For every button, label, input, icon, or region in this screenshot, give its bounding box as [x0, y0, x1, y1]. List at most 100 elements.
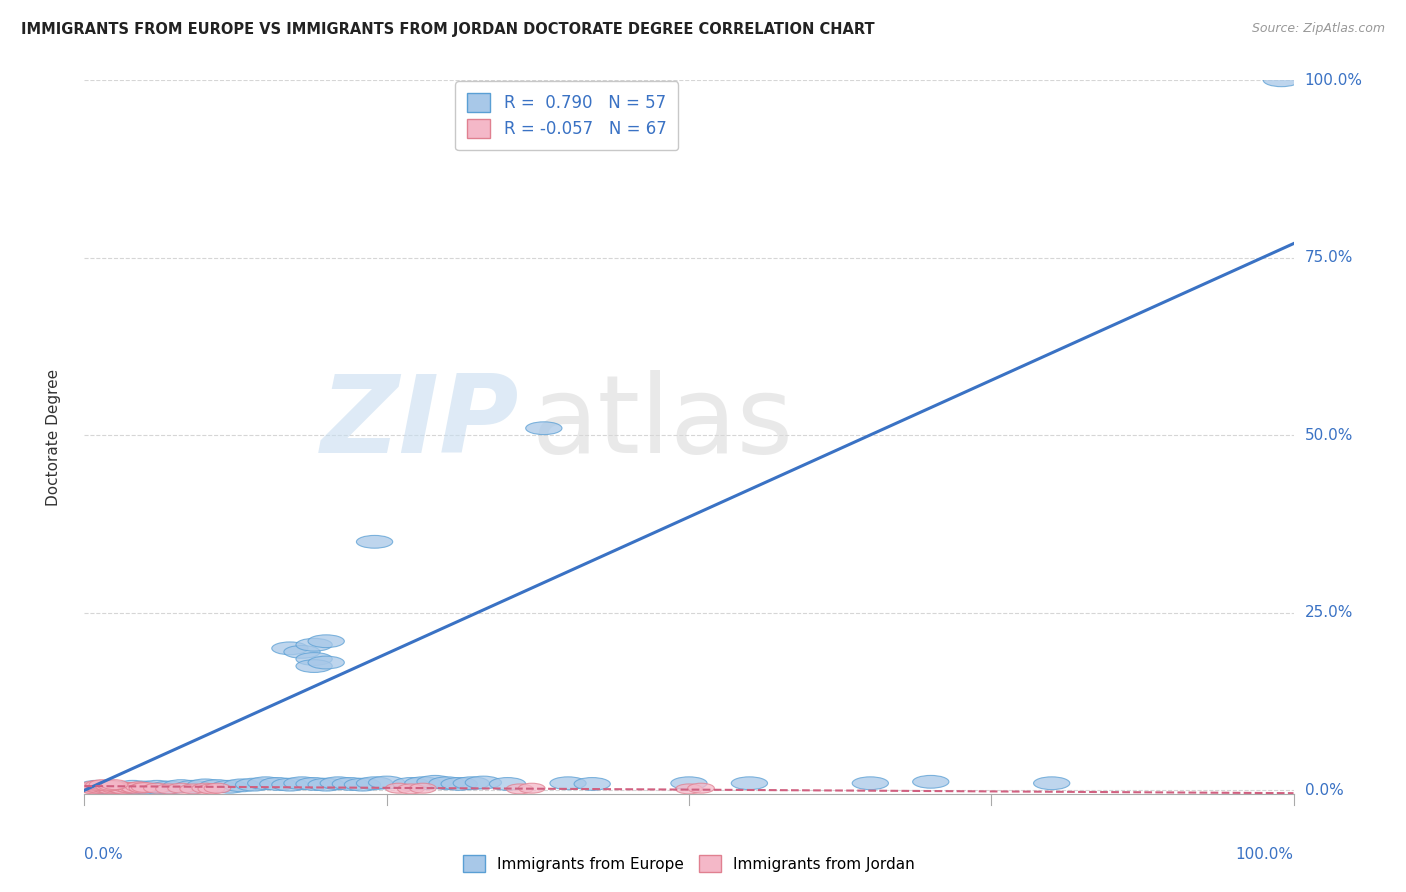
Ellipse shape [453, 777, 489, 789]
Ellipse shape [676, 784, 702, 794]
Ellipse shape [321, 777, 357, 789]
Ellipse shape [187, 779, 224, 792]
Ellipse shape [93, 783, 120, 793]
Ellipse shape [90, 781, 127, 794]
Text: 100.0%: 100.0% [1305, 73, 1362, 87]
Ellipse shape [211, 780, 247, 793]
Ellipse shape [295, 653, 332, 665]
Ellipse shape [550, 777, 586, 789]
Ellipse shape [308, 635, 344, 648]
Ellipse shape [129, 783, 156, 793]
Ellipse shape [1033, 777, 1070, 789]
Ellipse shape [506, 784, 533, 794]
Ellipse shape [284, 777, 321, 789]
Ellipse shape [200, 780, 236, 792]
Text: 50.0%: 50.0% [1305, 428, 1353, 442]
Ellipse shape [163, 780, 200, 792]
Ellipse shape [236, 778, 271, 791]
Text: 75.0%: 75.0% [1305, 251, 1353, 265]
Ellipse shape [86, 780, 112, 790]
Ellipse shape [198, 784, 225, 794]
Text: Source: ZipAtlas.com: Source: ZipAtlas.com [1251, 22, 1385, 36]
Y-axis label: Doctorate Degree: Doctorate Degree [46, 368, 60, 506]
Ellipse shape [80, 784, 107, 794]
Ellipse shape [308, 778, 344, 791]
Ellipse shape [77, 783, 104, 793]
Ellipse shape [105, 782, 132, 792]
Ellipse shape [193, 783, 218, 793]
Legend: R =  0.790   N = 57, R = -0.057   N = 67: R = 0.790 N = 57, R = -0.057 N = 67 [456, 81, 678, 150]
Ellipse shape [441, 778, 478, 790]
Ellipse shape [574, 778, 610, 790]
Ellipse shape [97, 780, 124, 790]
Ellipse shape [519, 783, 546, 793]
Ellipse shape [295, 639, 332, 651]
Ellipse shape [295, 660, 332, 673]
Ellipse shape [332, 778, 368, 790]
Ellipse shape [295, 778, 332, 790]
Ellipse shape [167, 783, 194, 793]
Ellipse shape [120, 782, 146, 792]
Ellipse shape [114, 782, 141, 792]
Ellipse shape [731, 777, 768, 789]
Ellipse shape [86, 783, 112, 793]
Text: ZIP: ZIP [322, 370, 520, 475]
Ellipse shape [271, 642, 308, 655]
Ellipse shape [344, 778, 381, 791]
Ellipse shape [912, 775, 949, 789]
Text: 100.0%: 100.0% [1236, 847, 1294, 863]
Ellipse shape [101, 783, 128, 793]
Ellipse shape [398, 784, 425, 794]
Ellipse shape [143, 783, 170, 793]
Ellipse shape [89, 780, 115, 789]
Ellipse shape [139, 780, 176, 793]
Text: 25.0%: 25.0% [1305, 606, 1353, 620]
Ellipse shape [465, 776, 502, 789]
Ellipse shape [409, 783, 436, 793]
Ellipse shape [418, 775, 453, 789]
Ellipse shape [247, 777, 284, 789]
Text: 0.0%: 0.0% [1305, 783, 1343, 797]
Ellipse shape [392, 778, 429, 790]
Ellipse shape [132, 782, 157, 792]
Ellipse shape [204, 783, 231, 793]
Ellipse shape [115, 780, 150, 793]
Ellipse shape [260, 778, 297, 790]
Ellipse shape [405, 777, 441, 789]
Ellipse shape [96, 781, 122, 791]
Ellipse shape [308, 657, 344, 669]
Legend: Immigrants from Europe, Immigrants from Jordan: Immigrants from Europe, Immigrants from … [456, 847, 922, 880]
Ellipse shape [110, 784, 136, 794]
Ellipse shape [271, 778, 308, 791]
Ellipse shape [79, 780, 115, 793]
Ellipse shape [224, 779, 260, 792]
Ellipse shape [117, 783, 143, 793]
Ellipse shape [357, 777, 392, 789]
Ellipse shape [180, 784, 207, 794]
Text: atlas: atlas [531, 370, 794, 475]
Ellipse shape [368, 776, 405, 789]
Ellipse shape [174, 780, 211, 793]
Ellipse shape [284, 646, 321, 658]
Ellipse shape [80, 781, 107, 791]
Ellipse shape [156, 784, 183, 794]
Ellipse shape [122, 783, 149, 793]
Ellipse shape [357, 535, 392, 549]
Ellipse shape [526, 422, 562, 434]
Ellipse shape [101, 780, 128, 789]
Text: IMMIGRANTS FROM EUROPE VS IMMIGRANTS FROM JORDAN DOCTORATE DEGREE CORRELATION CH: IMMIGRANTS FROM EUROPE VS IMMIGRANTS FRO… [21, 22, 875, 37]
Ellipse shape [107, 783, 134, 793]
Ellipse shape [96, 782, 122, 792]
Ellipse shape [103, 781, 139, 795]
Ellipse shape [89, 781, 115, 792]
Ellipse shape [127, 781, 163, 794]
Ellipse shape [1263, 74, 1299, 87]
Ellipse shape [97, 784, 124, 794]
Ellipse shape [489, 778, 526, 790]
Ellipse shape [385, 783, 412, 793]
Text: 0.0%: 0.0% [84, 847, 124, 863]
Ellipse shape [688, 783, 714, 793]
Ellipse shape [429, 777, 465, 789]
Ellipse shape [83, 782, 110, 792]
Ellipse shape [852, 777, 889, 789]
